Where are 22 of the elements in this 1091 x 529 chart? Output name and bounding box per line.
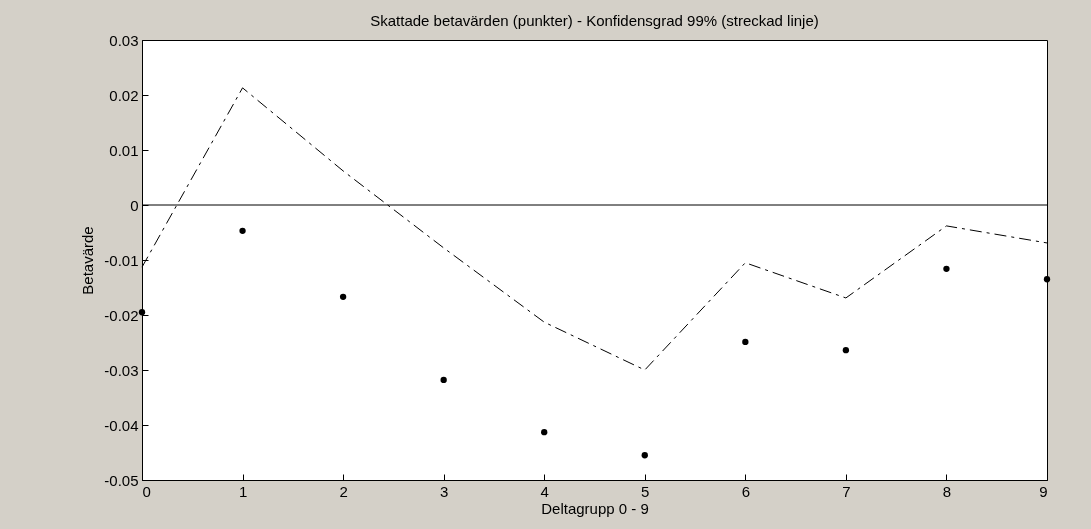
x-tick-label: 3 xyxy=(439,482,449,500)
y-tick-label: -0.02 xyxy=(104,306,139,324)
chart-title: Skattade betavärden (punkter) - Konfidensgrad 99% (streckad linje) xyxy=(370,12,819,29)
y-tick-label: 0.03 xyxy=(109,31,139,49)
x-tick-label: 2 xyxy=(339,482,348,500)
y-tick-label: -0.04 xyxy=(104,416,139,434)
x-tick-label: 5 xyxy=(641,482,650,500)
x-tick-label: 1 xyxy=(238,482,248,500)
y-tick-label: 0 xyxy=(130,196,139,214)
x-tick-label: 8 xyxy=(942,482,952,500)
x-tick-label: 6 xyxy=(741,482,751,500)
y-tick-label: -0.01 xyxy=(104,251,139,269)
x-tick-label: 4 xyxy=(540,482,549,500)
y-tick-label: -0.05 xyxy=(104,471,139,489)
x-tick-label: 7 xyxy=(842,482,851,500)
x-tick-label: 9 xyxy=(1039,482,1048,500)
x-tick-label: 0 xyxy=(142,482,151,500)
y-tick-label: 0.02 xyxy=(109,86,139,104)
y-tick-label: -0.03 xyxy=(104,361,139,379)
y-tick-label: 0.01 xyxy=(109,141,139,159)
x-axis-title: Deltagrupp 0 - 9 xyxy=(541,499,649,517)
y-axis-title: Betavärde xyxy=(79,226,97,295)
